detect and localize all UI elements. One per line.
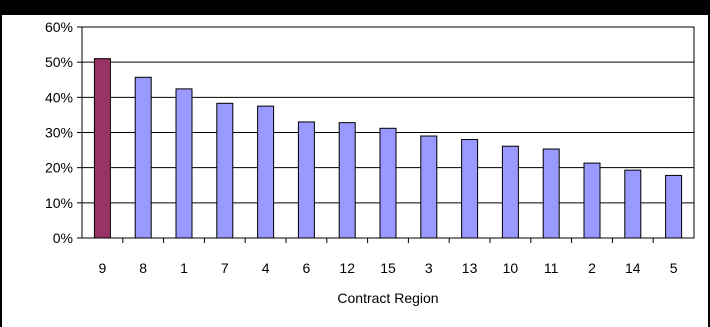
y-tick-label: 50% (45, 54, 73, 70)
bar-region-14 (624, 169, 642, 239)
bar-region-15 (379, 127, 397, 239)
bar-region-7 (216, 102, 234, 239)
bar-region-9 (93, 58, 111, 239)
x-tick-label: 5 (670, 260, 678, 276)
y-tick-label: 30% (45, 125, 73, 141)
bar-region-6 (297, 121, 315, 239)
x-tick-label: 9 (99, 260, 107, 276)
x-axis-title: Contract Region (337, 290, 438, 306)
y-tick-label: 20% (45, 160, 73, 176)
x-tick-label: 15 (380, 260, 396, 276)
x-tick-label: 14 (625, 260, 641, 276)
bar-region-3 (420, 135, 438, 239)
x-tick-label: 13 (462, 260, 478, 276)
y-tick-label: 40% (45, 89, 73, 105)
x-tick-label: 4 (262, 260, 270, 276)
x-tick-label: 6 (303, 260, 311, 276)
x-tick-label: 3 (425, 260, 433, 276)
bar-region-8 (134, 76, 152, 239)
bar-region-11 (542, 148, 560, 239)
bar-region-10 (501, 145, 519, 239)
bar-region-1 (175, 88, 193, 239)
x-tick-label: 1 (180, 260, 188, 276)
x-tick-label: 11 (544, 260, 559, 276)
x-tick-label: 12 (339, 260, 355, 276)
y-tick-label: 0% (53, 230, 73, 246)
bar-region-2 (583, 162, 601, 239)
bar-region-4 (257, 105, 275, 239)
x-tick-label: 7 (221, 260, 229, 276)
bar-region-12 (338, 122, 356, 239)
x-tick-label: 2 (588, 260, 596, 276)
x-tick-label: 10 (503, 260, 519, 276)
y-tick-label: 60% (45, 19, 73, 35)
x-tick-label: 8 (139, 260, 147, 276)
y-tick-label: 10% (45, 195, 73, 211)
bar-region-13 (461, 139, 479, 239)
bar-region-5 (665, 174, 683, 239)
